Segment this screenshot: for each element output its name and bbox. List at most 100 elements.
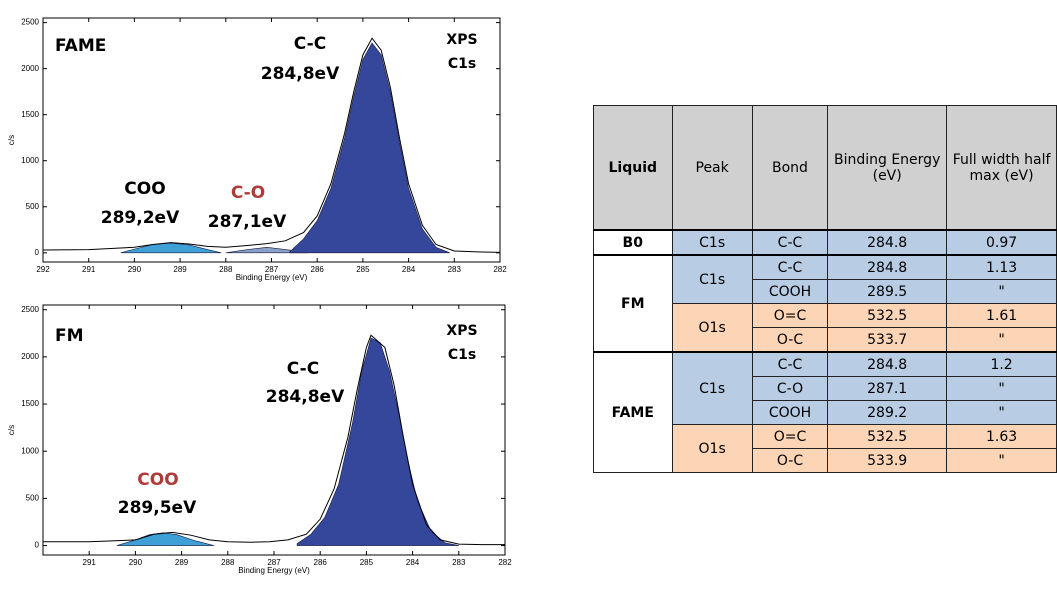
component-peak xyxy=(120,242,222,254)
table-row: FM C1s C-C 284.8 1.13 xyxy=(593,254,1057,353)
annotation: XPS xyxy=(446,32,477,48)
table-cell: 1.13 xyxy=(946,254,1057,280)
envelope-line xyxy=(42,37,501,253)
y-tick-label: 2500 xyxy=(21,305,39,314)
x-tick-label: 282 xyxy=(493,265,507,274)
x-tick-label: 291 xyxy=(82,265,96,274)
y-tick-label: 1500 xyxy=(21,399,39,408)
table-cell: 532.5 xyxy=(827,303,948,328)
table-cell: 289.5 xyxy=(827,279,948,304)
x-tick-label: 284 xyxy=(402,265,416,274)
table-cell: 1.63 xyxy=(946,424,1057,449)
y-axis-label: c/s xyxy=(7,135,16,145)
y-tick-label: 1500 xyxy=(21,110,39,119)
table-cell: O-C xyxy=(751,327,829,353)
x-tick-label: 284 xyxy=(406,558,420,567)
annotation: COO xyxy=(124,179,165,199)
component-peak xyxy=(289,42,450,254)
table-row: COOH 289.2 " xyxy=(594,400,1057,425)
header-row: Liquid Peak Bond Binding Energy (eV) Full wi… xyxy=(593,105,1057,231)
annotation: XPS xyxy=(446,323,477,339)
table-cell: " xyxy=(946,376,1057,401)
table-cell: O=C xyxy=(751,424,829,449)
x-tick-label: 288 xyxy=(219,265,233,274)
table-cell: " xyxy=(946,400,1057,425)
table-cell: C1s xyxy=(671,351,753,425)
table-cell: COOH xyxy=(751,400,829,425)
y-tick-label: 2000 xyxy=(21,352,39,361)
table-cell: O1s xyxy=(671,303,753,353)
plot-frame xyxy=(42,17,501,263)
x-tick-label: 287 xyxy=(267,558,281,567)
x-tick-label: 289 xyxy=(175,558,189,567)
table-row: O-C 533.9 " xyxy=(594,448,1057,473)
table-cell: " xyxy=(946,448,1057,473)
table-cell: C-C xyxy=(751,229,829,256)
x-tick-label: 290 xyxy=(128,265,142,274)
header-cell: Peak xyxy=(671,105,753,231)
annotation: FAME xyxy=(55,36,106,56)
table-cell: 0.97 xyxy=(946,229,1057,256)
annotation: 289,5eV xyxy=(118,498,197,518)
plot-frame xyxy=(42,304,506,556)
header-cell: Full width half max (eV) xyxy=(946,105,1057,231)
x-axis-label: Binding Energy (eV) xyxy=(238,566,310,575)
x-tick-label: 291 xyxy=(83,558,97,567)
x-tick-label: 282 xyxy=(498,558,512,567)
x-tick-label: 290 xyxy=(129,558,143,567)
annotation: C-C xyxy=(294,34,326,54)
results-table: Liquid Peak Bond Binding Energy (eV) Full wi… xyxy=(593,105,1057,473)
x-tick-label: 283 xyxy=(452,558,466,567)
x-tick-label: 285 xyxy=(360,558,374,567)
table-cell: C1s xyxy=(671,229,753,256)
table-cell: FM xyxy=(593,254,673,353)
annotation: 284,8eV xyxy=(261,64,340,84)
table-cell: 1.61 xyxy=(946,303,1057,328)
y-axis-label: c/s xyxy=(7,425,16,435)
x-tick-label: 286 xyxy=(311,265,325,274)
table-cell: C-C xyxy=(751,351,829,377)
table-row: O1s O=C 532.5 1.61 xyxy=(594,303,1057,353)
header-cell: Liquid xyxy=(593,105,673,231)
annotation: C1s xyxy=(448,56,476,72)
y-tick-label: 500 xyxy=(26,202,40,211)
table-cell: 287.1 xyxy=(827,376,948,401)
table-cell: 1.2 xyxy=(946,351,1057,377)
table-cell: 533.9 xyxy=(827,448,948,473)
envelope-line xyxy=(43,334,505,546)
xps-chart: 0 500 1000 1500 2000 2500 291 290 289 288 287 286 28… xyxy=(7,304,512,575)
annotation: C-O xyxy=(231,183,265,203)
x-tick-label: 288 xyxy=(221,558,235,567)
annotation: C-C xyxy=(287,359,319,379)
annotation: 287,1eV xyxy=(208,212,287,232)
x-tick-label: 287 xyxy=(265,265,279,274)
table-cell: B0 xyxy=(593,229,673,256)
table-cell: O1s xyxy=(671,424,753,473)
x-tick-label: 289 xyxy=(173,265,187,274)
charts: 0 500 1000 1500 2000 2500 292 291 290 289 288 287 28… xyxy=(7,17,512,575)
table-cell: C1s xyxy=(671,254,753,304)
table-cell: " xyxy=(946,279,1057,304)
x-tick-label: 283 xyxy=(448,265,462,274)
y-tick-label: 2500 xyxy=(21,18,39,27)
x-axis-label: Binding Energy (eV) xyxy=(236,273,308,282)
annotation: FM xyxy=(55,326,84,346)
component-peak xyxy=(296,337,459,546)
xps-chart: 0 500 1000 1500 2000 2500 292 291 290 289 288 287 28… xyxy=(7,17,507,282)
y-tick-label: 2000 xyxy=(21,64,39,73)
table-cell: C-O xyxy=(751,376,829,401)
x-tick-label: 285 xyxy=(356,265,370,274)
table-cell: " xyxy=(946,327,1057,353)
table-cell: O=C xyxy=(751,303,829,328)
table-row: FAME C1s C-C 284.8 1.2 xyxy=(593,351,1057,473)
table-cell: COOH xyxy=(751,279,829,304)
table-row: B0 C1s C-C 284.8 0.97 xyxy=(593,229,1057,256)
x-tick-label: 286 xyxy=(314,558,328,567)
table-cell: 284.8 xyxy=(827,229,948,256)
component-peak xyxy=(116,532,215,546)
table-cell: 533.7 xyxy=(827,327,948,353)
header-cell: Bond xyxy=(751,105,829,231)
annotation: 289,2eV xyxy=(101,208,180,228)
table-cell: FAME xyxy=(593,351,673,473)
annotation: 284,8eV xyxy=(266,387,345,407)
